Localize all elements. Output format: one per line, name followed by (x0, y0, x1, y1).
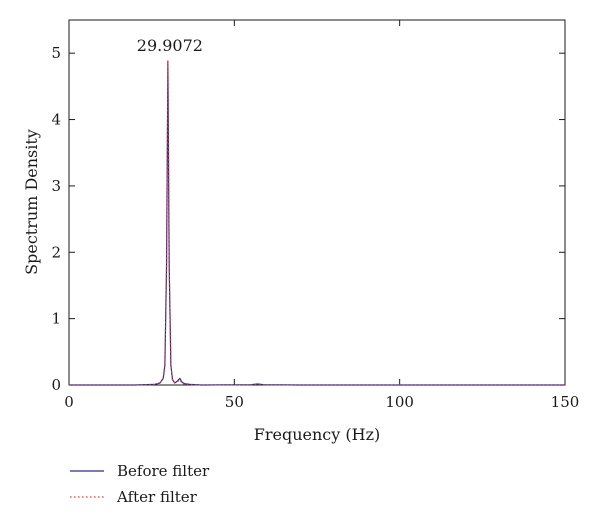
series-line-2 (69, 60, 565, 386)
series-layer (69, 60, 565, 386)
y-tick-label: 2 (51, 243, 61, 261)
plot-frame (68, 19, 566, 386)
y-tick-label: 0 (51, 376, 61, 394)
x-axis-label: Frequency (Hz) (254, 425, 381, 444)
series-line-1 (69, 60, 565, 386)
y-tick-label: 4 (51, 111, 61, 129)
x-tick-label: 150 (551, 393, 580, 411)
x-tick-label: 100 (385, 393, 414, 411)
peak-annotation: 29.9072 (137, 36, 203, 55)
y-axis-label: Spectrum Density (22, 129, 41, 275)
legend-label-2: After filter (116, 488, 198, 506)
x-tick-label: 0 (64, 393, 74, 411)
x-axis: 0 50 100 150 (64, 20, 579, 411)
legend: Before filter After filter (70, 462, 210, 506)
legend-label-1: Before filter (117, 462, 210, 480)
y-tick-label: 5 (51, 44, 61, 62)
y-axis: 0 1 2 3 4 5 (51, 44, 565, 394)
y-tick-label: 1 (51, 310, 61, 328)
x-tick-label: 50 (225, 393, 244, 411)
y-tick-label: 3 (51, 177, 61, 195)
